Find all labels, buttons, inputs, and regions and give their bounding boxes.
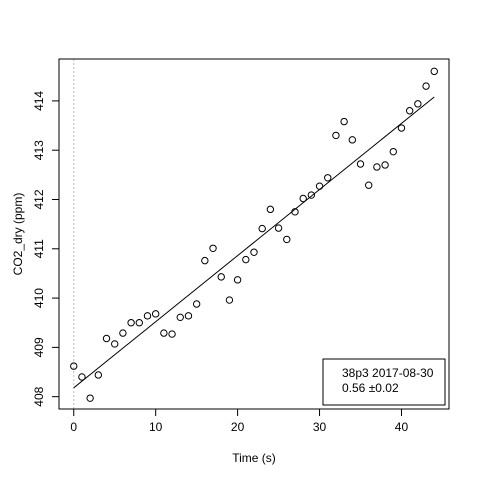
data-point (135, 319, 143, 327)
y-tick-label: 408 (32, 386, 46, 406)
data-point (151, 310, 160, 318)
axes-layer: 0 10 20 30 40 408 409 410 411 412 413 414 Time (s) CO… (11, 58, 450, 465)
y-axis-title: CO2_dry (ppm) (11, 193, 25, 276)
data-point (405, 107, 414, 115)
legend: 38p3 2017-08-300.56 ±0.02 (322, 358, 446, 406)
data-point (266, 205, 275, 214)
data-point (381, 161, 389, 169)
legend-box (322, 358, 446, 406)
data-point (119, 329, 127, 337)
data-point (414, 100, 422, 108)
data-points-layer (70, 67, 438, 402)
data-point (274, 224, 283, 232)
data-point (422, 82, 430, 90)
y-tick-label: 409 (32, 337, 46, 357)
y-tick-label: 411 (32, 239, 46, 258)
data-point (217, 273, 225, 281)
data-point (111, 340, 119, 348)
data-point (192, 300, 201, 308)
data-point (168, 330, 176, 338)
data-point (78, 373, 86, 381)
data-point (184, 312, 193, 320)
x-tick-label: 10 (149, 420, 163, 434)
data-point (356, 160, 365, 168)
data-point (324, 174, 332, 182)
data-point (242, 255, 250, 264)
data-point (176, 313, 184, 322)
data-point (315, 182, 324, 190)
data-point (94, 371, 103, 379)
y-tick-label: 413 (32, 140, 46, 160)
data-point (70, 362, 78, 370)
x-tick-label: 0 (70, 420, 77, 434)
data-point (86, 394, 94, 402)
plot-frame (58, 58, 450, 410)
y-tick-label: 414 (32, 91, 46, 111)
data-point (225, 296, 234, 304)
legend-line: 38p3 2017-08-30 (342, 366, 434, 380)
y-tick-label: 412 (32, 189, 46, 209)
data-point (365, 181, 373, 189)
data-point (348, 136, 357, 144)
data-point (209, 244, 217, 252)
y-tick-label: 410 (32, 288, 46, 308)
data-point (283, 235, 291, 244)
data-point (373, 163, 381, 171)
x-tick-label: 30 (313, 420, 327, 434)
x-tick-label: 20 (231, 420, 245, 434)
x-axis-title: Time (s) (232, 451, 276, 465)
data-point (258, 224, 266, 233)
data-point (291, 208, 299, 216)
data-point (397, 124, 406, 132)
data-point (201, 256, 209, 265)
data-point (143, 312, 152, 320)
fit-line-layer (73, 96, 435, 389)
data-point (102, 334, 111, 343)
data-point (299, 194, 307, 203)
data-point (430, 67, 438, 76)
data-point (233, 276, 242, 284)
data-point (250, 248, 258, 256)
data-point (389, 147, 397, 156)
data-point (332, 131, 340, 140)
regression-line (73, 96, 435, 389)
legend-line: 0.56 ±0.02 (342, 381, 399, 395)
data-point (127, 319, 135, 327)
data-point (160, 329, 168, 337)
data-point (307, 191, 316, 199)
x-tick-label: 40 (395, 420, 409, 434)
data-point (340, 117, 348, 126)
